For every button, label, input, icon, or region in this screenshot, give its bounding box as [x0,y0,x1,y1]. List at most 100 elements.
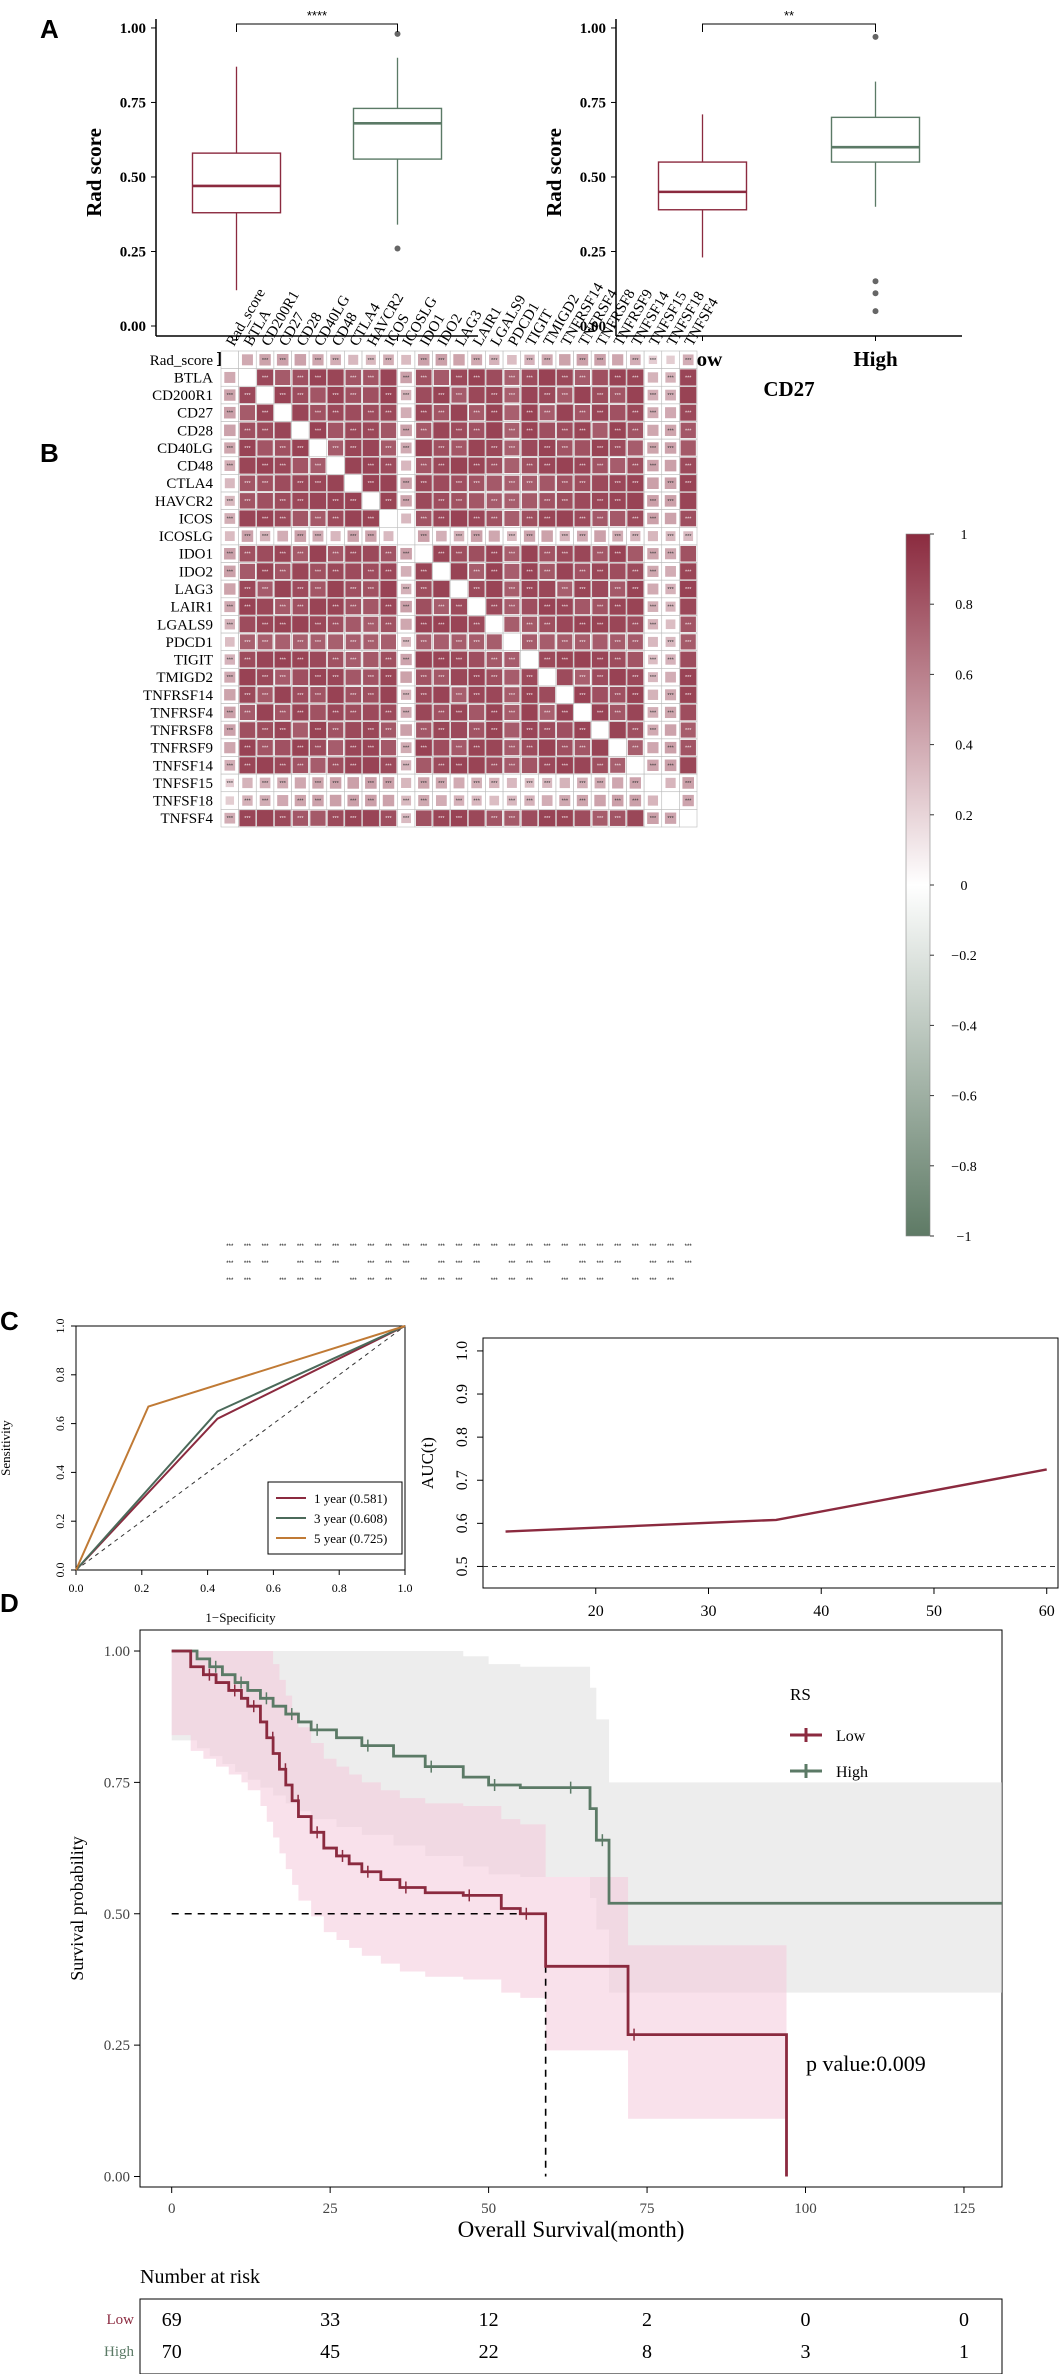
heatmap-cell [574,686,591,703]
heatmap-cell [680,475,697,492]
heatmap-cell-bg [273,403,292,422]
significance-label: *** [368,640,375,646]
x-tick-label: 40 [813,1603,829,1620]
heatmap-cell [400,724,412,736]
heatmap-cell [327,669,344,686]
risk-value: 33 [320,2309,340,2331]
heatmap-cell-bg [485,615,504,634]
significance-label: *** [332,781,339,787]
significance-label: *** [455,1244,463,1250]
significance-label: *** [544,358,551,364]
colorbar-tick-label: 0.6 [955,668,973,683]
significance-label: *** [544,1261,552,1267]
significance-label: *** [438,675,445,681]
heatmap-cell [647,565,659,577]
heatmap-cell [610,757,626,773]
heatmap-cell [292,510,309,527]
significance-label: *** [650,763,657,769]
heatmap-cell [363,669,379,685]
heatmap-cell [362,510,379,527]
heatmap-cell [610,510,626,527]
significance-label: *** [385,464,392,470]
significance-label: *** [491,464,498,470]
significance-label: *** [650,816,657,822]
heatmap-cell [362,422,379,439]
significance-label: *** [350,1244,358,1250]
significance-label: *** [614,428,621,434]
heatmap-cell [486,369,503,386]
heatmap-cell [574,634,590,650]
significance-label: *** [455,1278,463,1284]
heatmap-cell [292,634,308,650]
heatmap-cell [433,739,450,756]
significance-label: *** [473,781,480,787]
significance-label: *** [509,763,516,769]
row-label: ICOSLG [159,529,213,545]
heatmap-cell [415,581,432,597]
heatmap-cell [383,354,394,366]
risk-value: 22 [479,2341,499,2363]
significance-label: *** [667,428,674,434]
heatmap-cell [647,442,659,454]
heatmap-cell [486,686,503,703]
heatmap-cell [345,598,361,615]
heatmap-cell [416,634,432,650]
heatmap-cell [274,545,291,562]
heatmap-cell [627,722,644,738]
significance-label: *** [244,763,251,769]
heatmap-cell [574,757,591,774]
heatmap-cell [257,634,273,650]
significance-label: *** [597,605,604,611]
heatmap-cell [557,581,573,597]
significance-label: *** [227,499,234,505]
x-axis-title: 1−Specificity [205,1610,276,1625]
heatmap-cell [415,475,432,492]
significance-label: *** [403,1261,411,1267]
significance-label: *** [438,358,445,364]
heatmap-cell [665,601,676,612]
heatmap-cell [380,563,397,580]
significance-label: *** [315,411,322,417]
heatmap-cell [612,354,624,366]
significance-label: *** [244,428,251,434]
heatmap-cell [504,440,520,456]
significance-label: *** [614,499,621,505]
heatmap-cell [225,796,235,805]
heatmap-cell [362,563,379,580]
significance-label: *** [421,746,428,752]
heatmap-cell [292,387,309,404]
significance-label: *** [421,569,428,575]
box-low [657,114,748,258]
significance-label: *** [279,499,286,505]
significance-label: *** [526,464,533,470]
heatmap-cell-bg [361,491,380,510]
significance-label: *** [297,375,304,381]
heatmap-cell [380,404,397,421]
heatmap-cell [647,459,659,472]
significance-label: *** [526,693,533,699]
significance-label: *** [473,516,480,522]
significance-label: *** [597,1244,605,1250]
significance-label: *** [297,640,304,646]
heatmap-cell [416,757,432,773]
y-tick-label: 0.75 [120,95,146,111]
legend-label: 5 year (0.725) [314,1531,387,1546]
significance-label: *** [262,464,269,470]
heatmap-cell [225,778,234,788]
significance-label: *** [262,358,269,364]
heatmap-cell [539,405,555,421]
heatmap-cell [591,651,609,668]
heatmap-cell [224,478,235,489]
significance-label: *** [262,781,269,787]
heatmap-cell [610,634,626,650]
significance-label: *** [685,481,692,487]
heatmap-cell [609,475,626,492]
heatmap-cell [665,636,676,647]
significance-label: *** [544,781,551,787]
significance-label: *** [650,464,657,470]
heatmap-cell-bg [379,509,398,528]
heatmap-cell [312,354,324,366]
significance-label: *** [279,728,286,734]
heatmap-cell [468,581,485,597]
heatmap-cell-bg [643,773,663,793]
